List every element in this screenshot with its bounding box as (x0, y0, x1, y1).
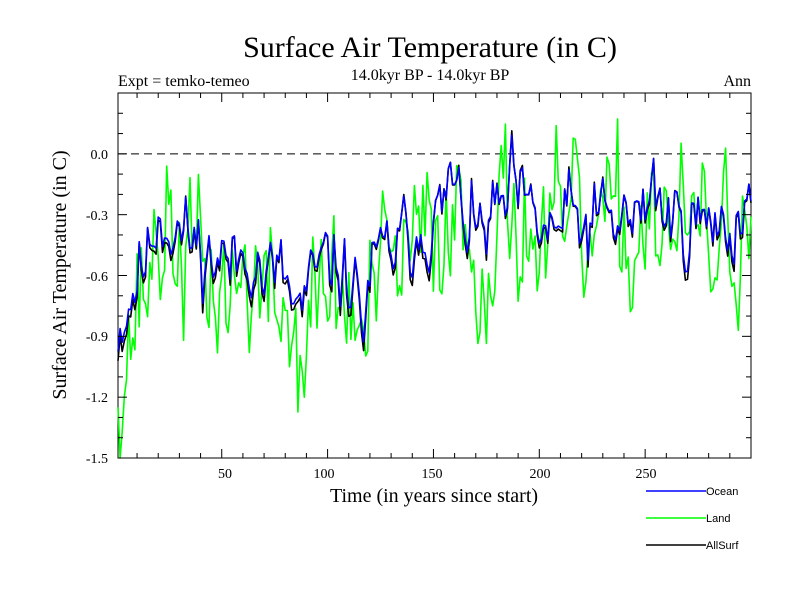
experiment-label: Expt = temko-temeo (118, 73, 250, 90)
legend-label-land: Land (706, 513, 730, 525)
season-label: Ann (723, 73, 751, 90)
y-tick-labels: -1.5 -1.2 -0.9 -0.6 -0.3 0.0 (86, 148, 108, 467)
legend: Ocean Land AllSurf (646, 486, 739, 552)
series-line-ocean (117, 134, 752, 352)
plot-area (117, 92, 752, 459)
y-tick-label: -1.2 (86, 391, 108, 406)
y-tick-label: -1.5 (86, 452, 108, 467)
x-tick-label: 250 (636, 467, 657, 482)
x-tick-labels: 50 100 150 200 250 (218, 467, 657, 482)
legend-label-allsurf: AllSurf (706, 540, 739, 552)
chart-subtitle: 14.0kyr BP - 14.0kyr BP (351, 67, 510, 84)
x-axis-label: Time (in years since start) (330, 485, 538, 507)
legend-label-ocean: Ocean (706, 486, 738, 498)
y-tick-label: -0.6 (86, 270, 108, 285)
series-line-land (117, 118, 752, 459)
y-tick-label: -0.9 (86, 330, 108, 345)
x-tick-label: 50 (218, 467, 232, 482)
x-tick-label: 200 (530, 467, 551, 482)
chart-title: Surface Air Temperature (in C) (243, 31, 617, 64)
x-tick-label: 150 (422, 467, 443, 482)
y-tick-label: -0.3 (86, 209, 108, 224)
series-group (117, 118, 752, 459)
y-axis-label: Surface Air Temperature (in C) (49, 150, 71, 399)
ticks (118, 92, 751, 459)
x-tick-label: 100 (314, 467, 335, 482)
y-tick-label: 0.0 (91, 148, 109, 163)
